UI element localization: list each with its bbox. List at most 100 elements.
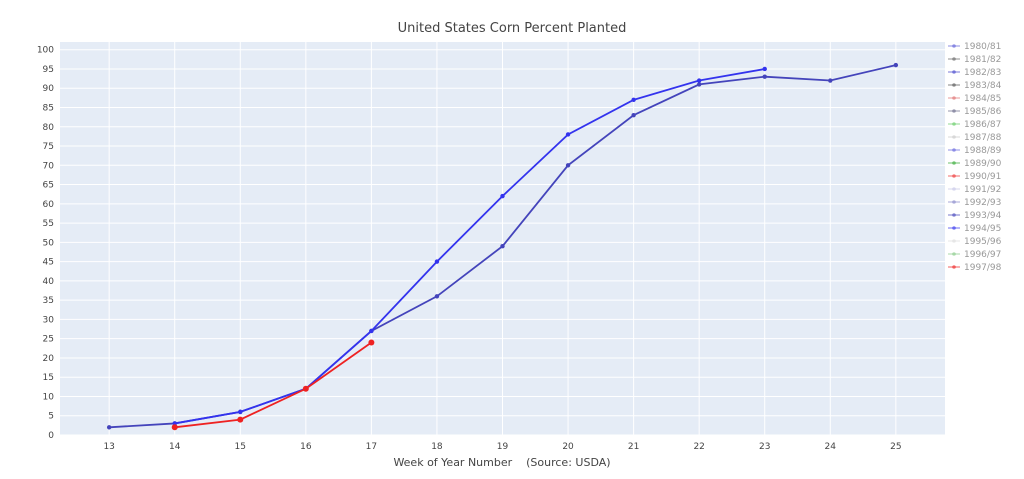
y-tick-label: 30 xyxy=(43,315,55,325)
legend-item[interactable]: 1996/97 xyxy=(948,250,1001,260)
legend-marker xyxy=(952,252,956,256)
series-1997-98 xyxy=(171,339,375,431)
legend-marker xyxy=(952,239,956,243)
legend-item[interactable]: 1980/81 xyxy=(948,42,1001,52)
legend-label: 1989/90 xyxy=(964,159,1002,169)
y-tick-label: 95 xyxy=(43,65,54,75)
legend[interactable]: 1980/81 1981/82 1982/83 1983/84 1984/85 1985/… xyxy=(948,42,1002,273)
legend-marker xyxy=(952,122,956,126)
legend-marker xyxy=(952,57,956,61)
legend-marker xyxy=(952,70,956,74)
legend-label: 1993/94 xyxy=(964,211,1002,221)
legend-marker xyxy=(952,44,956,48)
y-tick-label: 35 xyxy=(43,296,54,306)
legend-item[interactable]: 1995/96 xyxy=(948,237,1002,247)
legend-marker xyxy=(952,174,956,178)
x-tick-label: 13 xyxy=(103,442,114,452)
legend-marker xyxy=(952,109,956,113)
legend-item[interactable]: 1987/88 xyxy=(948,133,1002,143)
data-point xyxy=(762,66,767,72)
legend-item[interactable]: 1983/84 xyxy=(948,81,1002,91)
series-line xyxy=(174,68,765,425)
x-tick-label: 14 xyxy=(169,442,181,452)
legend-item[interactable]: 1982/83 xyxy=(948,68,1001,78)
legend-marker xyxy=(952,265,956,269)
legend-item[interactable]: 1985/86 xyxy=(948,107,1002,117)
y-tick-label: 55 xyxy=(43,219,54,229)
data-point xyxy=(762,74,767,79)
legend-label: 1990/91 xyxy=(964,172,1001,182)
series-1994-95 xyxy=(172,66,767,426)
legend-marker xyxy=(952,135,956,139)
legend-label: 1995/96 xyxy=(964,237,1002,247)
legend-label: 1980/81 xyxy=(964,42,1001,52)
y-tick-label: 85 xyxy=(43,104,54,114)
data-point xyxy=(565,132,571,137)
legend-item[interactable]: 1991/92 xyxy=(948,185,1001,195)
x-axis-ticks: 13 14 15 16 17 18 19 20 21 22 23 24 25 xyxy=(103,442,901,452)
data-point xyxy=(171,424,178,431)
y-tick-label: 25 xyxy=(43,335,54,345)
legend-marker xyxy=(952,200,956,204)
x-tick-label: 17 xyxy=(366,442,377,452)
data-point xyxy=(237,416,244,423)
x-tick-label: 15 xyxy=(235,442,246,452)
legend-item[interactable]: 1984/85 xyxy=(948,94,1001,104)
data-point xyxy=(631,113,636,118)
y-tick-label: 50 xyxy=(43,238,55,248)
x-tick-label: 20 xyxy=(562,442,574,452)
y-axis-ticks: 0 5 10 15 20 25 30 35 40 45 50 55 60 65 70 75 80 85 90 95 10… xyxy=(37,46,54,441)
x-tick-label: 24 xyxy=(825,442,837,452)
x-tick-label: 18 xyxy=(431,442,443,452)
legend-marker xyxy=(952,148,956,152)
x-tick-label: 22 xyxy=(693,442,704,452)
y-tick-label: 40 xyxy=(43,277,55,287)
x-tick-label: 25 xyxy=(890,442,901,452)
y-tick-label: 65 xyxy=(43,181,54,191)
data-point xyxy=(500,193,505,199)
legend-item[interactable]: 1986/87 xyxy=(948,120,1001,130)
data-point xyxy=(434,259,440,264)
legend-label: 1991/92 xyxy=(964,185,1001,195)
series-line xyxy=(174,341,372,429)
legend-label: 1996/97 xyxy=(964,250,1001,260)
legend-item[interactable]: 1992/93 xyxy=(948,198,1001,208)
legend-label: 1981/82 xyxy=(964,55,1001,65)
series-lines xyxy=(106,62,899,431)
y-tick-label: 100 xyxy=(37,46,54,56)
legend-label: 1982/83 xyxy=(964,68,1001,78)
y-tick-label: 70 xyxy=(43,161,55,171)
x-tick-label: 16 xyxy=(300,442,312,452)
data-point xyxy=(696,78,702,83)
y-tick-label: 10 xyxy=(43,392,55,402)
data-point xyxy=(368,339,375,346)
legend-label: 1992/93 xyxy=(964,198,1001,208)
data-point xyxy=(302,385,309,392)
legend-label: 1985/86 xyxy=(964,107,1002,117)
legend-item[interactable]: 1994/95 xyxy=(948,224,1001,234)
legend-label: 1997/98 xyxy=(964,263,1002,273)
legend-item[interactable]: 1981/82 xyxy=(948,55,1001,65)
y-tick-label: 80 xyxy=(43,123,55,133)
legend-item[interactable]: 1990/91 xyxy=(948,172,1001,182)
data-point xyxy=(828,78,833,83)
y-tick-label: 15 xyxy=(43,373,54,383)
data-point xyxy=(238,409,243,415)
grid-lines xyxy=(60,42,945,436)
legend-label: 1983/84 xyxy=(964,81,1002,91)
y-tick-label: 0 xyxy=(48,431,54,441)
data-point xyxy=(631,97,636,102)
x-axis-title: Week of Year Number (Source: USDA) xyxy=(393,456,610,469)
y-tick-label: 5 xyxy=(48,412,54,422)
legend-item[interactable]: 1993/94 xyxy=(948,211,1002,221)
legend-marker xyxy=(952,226,956,230)
x-tick-label: 19 xyxy=(497,442,509,452)
legend-item[interactable]: 1989/90 xyxy=(948,159,1002,169)
y-tick-label: 45 xyxy=(43,258,54,268)
legend-marker xyxy=(952,161,956,165)
y-tick-label: 60 xyxy=(43,200,55,210)
legend-marker xyxy=(952,83,956,87)
legend-item[interactable]: 1997/98 xyxy=(948,263,1002,273)
legend-item[interactable]: 1988/89 xyxy=(948,146,1002,156)
